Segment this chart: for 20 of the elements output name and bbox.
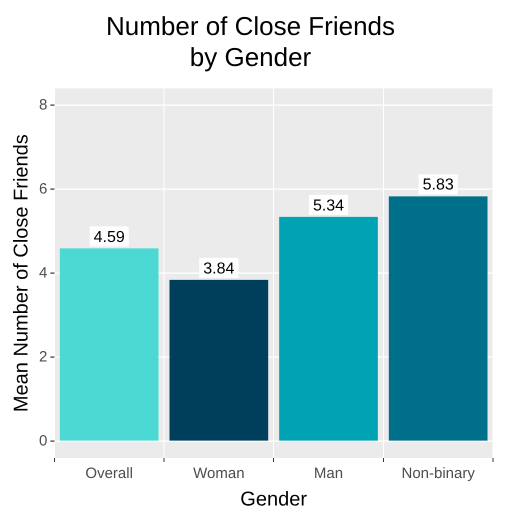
data-label: 4.59 <box>94 228 125 246</box>
bar <box>169 280 268 441</box>
x-tick-label: Woman <box>193 465 245 482</box>
x-tick-label: Man <box>314 465 344 482</box>
y-tick-label: 8 <box>39 96 48 114</box>
data-label: 3.84 <box>203 260 235 278</box>
y-axis-title: Mean Number of Close Friends <box>10 134 33 412</box>
y-tick-label: 0 <box>39 432 48 450</box>
bar <box>388 196 488 441</box>
chart-title: Number of Close Friends by Gender <box>106 10 395 72</box>
x-tick-label: Non-binary <box>401 465 476 482</box>
data-label: 5.83 <box>422 176 454 194</box>
y-tick-label: 6 <box>39 180 48 198</box>
bar <box>60 248 159 441</box>
y-tick-label: 2 <box>39 348 48 366</box>
x-axis-title: Gender <box>240 488 308 511</box>
y-tick-label: 4 <box>39 264 48 282</box>
data-label: 5.34 <box>312 197 344 214</box>
bar <box>279 216 378 441</box>
x-tick-label: Overall <box>85 465 133 482</box>
